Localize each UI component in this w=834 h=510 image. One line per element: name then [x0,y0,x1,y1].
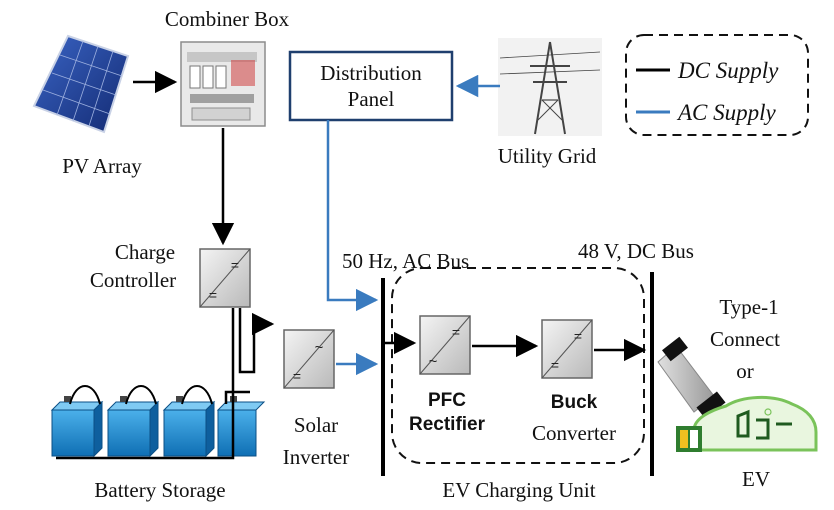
buck-converter: = = [541,319,593,379]
pv-array-label: PV Array [62,154,142,178]
ac-symbol: ~ [315,339,324,356]
pfc-label-2: Rectifier [409,414,486,435]
pfc-rectifier-converter: = ~ [419,315,471,375]
buck-label-2: Converter [532,421,616,445]
ev-label: EV [742,467,770,491]
type1-label-1: Type-1 [719,295,778,319]
ac-supply-legend: AC Supply [676,100,777,125]
legend: DC Supply AC Supply [625,34,809,136]
utility-grid-label: Utility Grid [498,144,597,168]
dc-symbol: = [551,357,559,373]
type1-label-3: or [736,359,754,383]
solar-inverter-label-2: Inverter [283,445,349,469]
charge-controller-label-1: Charge [115,240,175,264]
ac-symbol: ~ [429,353,438,370]
dc-symbol: = [293,368,301,384]
distribution-panel: Distribution Panel [288,50,454,122]
battery-storage-label: Battery Storage [94,478,225,502]
ev-charging-unit-label: EV Charging Unit [442,478,595,502]
ac-connections [326,74,500,376]
solar-inverter-label-1: Solar [294,413,338,437]
ev-car-icon [676,395,818,452]
solar-inverter-converter: ~ = [283,329,335,389]
dc-connections [56,70,647,460]
type1-connector-icon [657,336,726,419]
pv-array-icon [32,34,130,134]
pfc-label-1: PFC [428,390,466,411]
dc-symbol: = [231,257,239,273]
distribution-to-ac-bus-wire [326,120,379,312]
dc-supply-legend: DC Supply [677,58,779,83]
dc-bus-label: 48 V, DC Bus [578,239,694,263]
combiner-box-icon [180,41,266,127]
charge-controller-converter: = = [199,248,251,308]
combiner-box-label: Combiner Box [165,7,290,31]
dc-symbol: = [574,328,582,344]
battery-storage-icon [50,385,266,458]
ev-charging-unit-boundary [391,267,645,464]
utility-grid-tower-icon [498,38,602,136]
charge-controller-battery-wire [56,308,235,460]
ac-bus-label: 50 Hz, AC Bus [342,249,469,273]
distribution-panel-label-1: Distribution [320,61,422,85]
distribution-panel-label-2: Panel [348,87,395,111]
dc-symbol: = [452,324,460,340]
buck-label-1: Buck [551,392,598,413]
battery-terminal-wire [224,390,250,404]
dc-symbol: = [209,287,217,303]
type1-label-2: Connect [710,327,780,351]
charge-controller-label-2: Controller [90,268,176,292]
charge-controller-to-solar-inverter-wire [238,308,275,374]
